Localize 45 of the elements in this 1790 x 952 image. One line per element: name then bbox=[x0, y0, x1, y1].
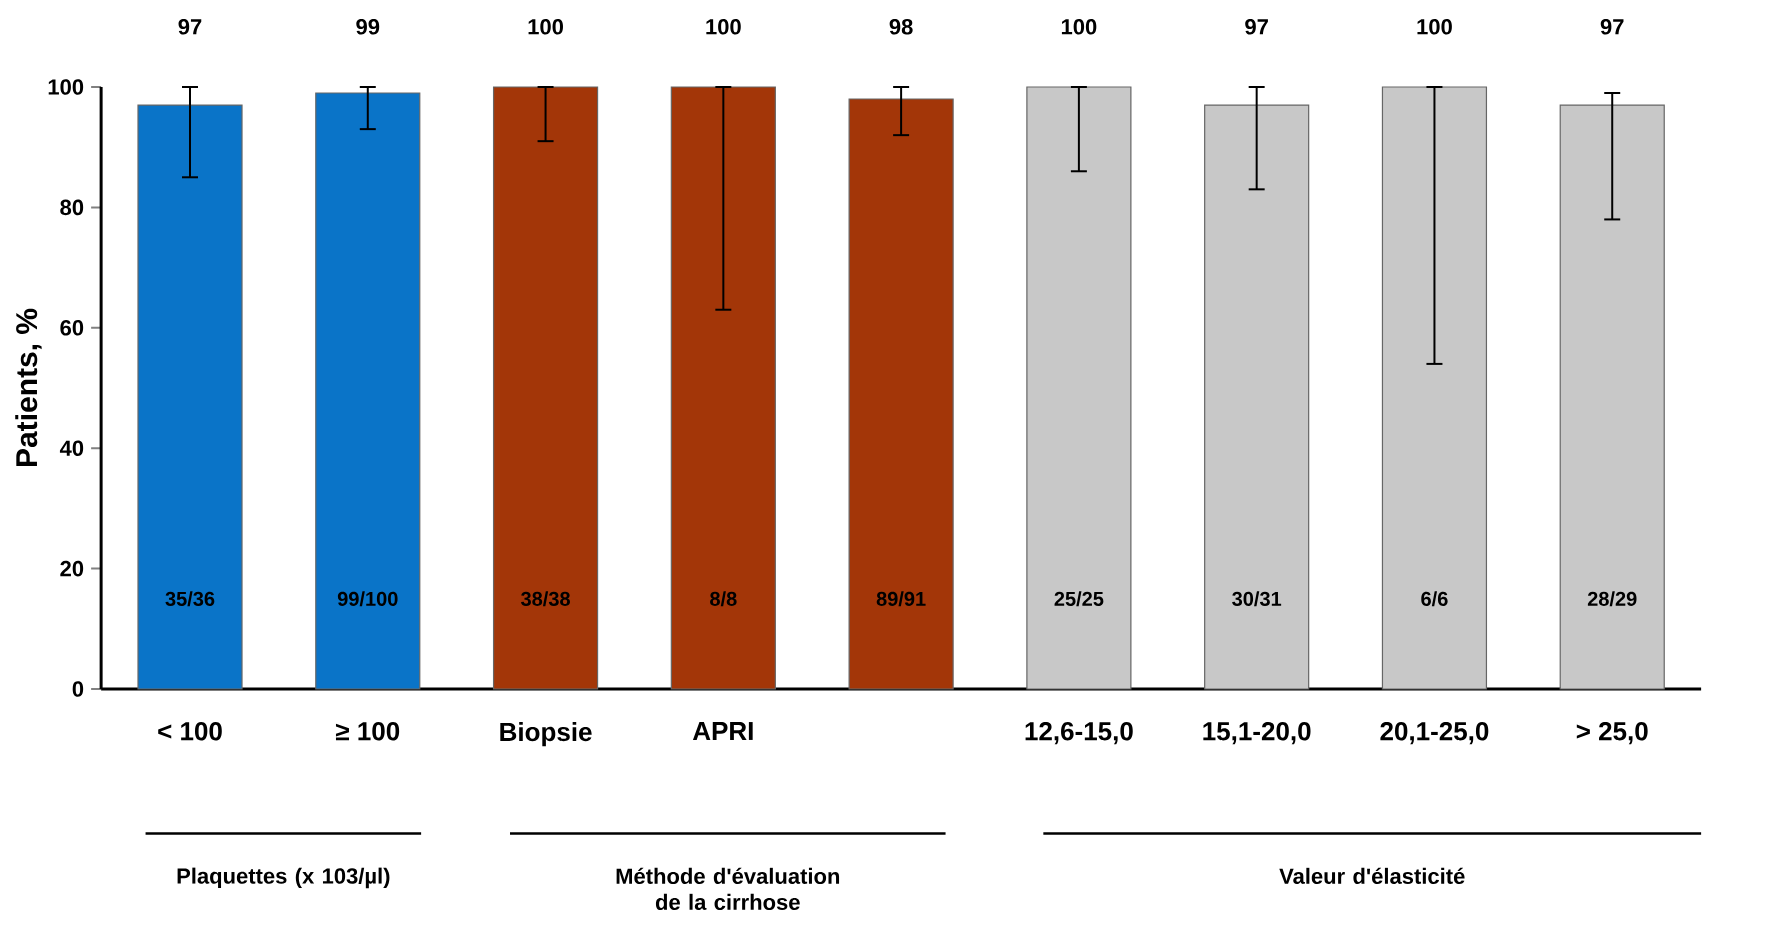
data-label: 100 bbox=[1417, 19, 1452, 35]
annotation: 8/8 bbox=[710, 591, 737, 607]
x-tick-label: Biopsie bbox=[500, 722, 592, 747]
x-tick-label: APRI bbox=[692, 722, 753, 740]
y-tick-label: 60 bbox=[60, 320, 84, 336]
x-tick-label: 20,1-25,0 bbox=[1380, 722, 1489, 745]
bar bbox=[492, 86, 599, 690]
text: Plaquettes (x 103/µl) bbox=[177, 867, 390, 889]
bar bbox=[1026, 86, 1132, 690]
text: Méthode d'évaluation de la cirrhose bbox=[616, 867, 840, 910]
annotation: 89/91 bbox=[876, 591, 926, 607]
x-tick-label: > 25,0 bbox=[1576, 722, 1648, 745]
x-tick-label: 12,6-15,0 bbox=[1025, 722, 1133, 745]
y-axis-title: Patients, % bbox=[15, 308, 42, 466]
y-tick-label: 0 bbox=[72, 681, 84, 697]
data-label: 98 bbox=[889, 19, 913, 35]
annotation: 35/36 bbox=[165, 591, 215, 607]
bar bbox=[315, 92, 421, 690]
y-tick-label: 100 bbox=[48, 79, 84, 95]
annotation: 25/25 bbox=[1054, 591, 1104, 607]
annotation: 6/6 bbox=[1421, 591, 1448, 607]
y-tick-label: 40 bbox=[59, 440, 84, 456]
text: Valeur d'élasticité bbox=[1279, 867, 1465, 884]
y-tick-label: 20 bbox=[60, 560, 84, 577]
bar bbox=[848, 98, 954, 690]
bar bbox=[1559, 104, 1665, 690]
data-label: 97 bbox=[1600, 19, 1624, 35]
bar bbox=[670, 86, 776, 690]
annotation: 38/38 bbox=[521, 591, 570, 607]
data-label: 97 bbox=[178, 19, 202, 35]
data-label: 100 bbox=[706, 19, 741, 35]
x-tick-label: < 100 bbox=[158, 722, 222, 741]
x-tick-label: ≥ 100 bbox=[335, 722, 400, 741]
bar bbox=[1204, 104, 1310, 690]
y-tick-label: 80 bbox=[60, 199, 84, 216]
annotation: 99/100 bbox=[337, 591, 398, 607]
data-label: 100 bbox=[528, 19, 563, 35]
data-label: 99 bbox=[356, 19, 380, 35]
x-tick-label: 15,1-20,0 bbox=[1203, 722, 1311, 745]
bar bbox=[137, 104, 243, 690]
data-label: 97 bbox=[1245, 19, 1268, 35]
bar bbox=[1381, 86, 1488, 690]
annotation: 28/29 bbox=[1587, 591, 1637, 607]
data-label: 100 bbox=[1061, 19, 1097, 35]
annotation: 30/31 bbox=[1232, 591, 1282, 607]
